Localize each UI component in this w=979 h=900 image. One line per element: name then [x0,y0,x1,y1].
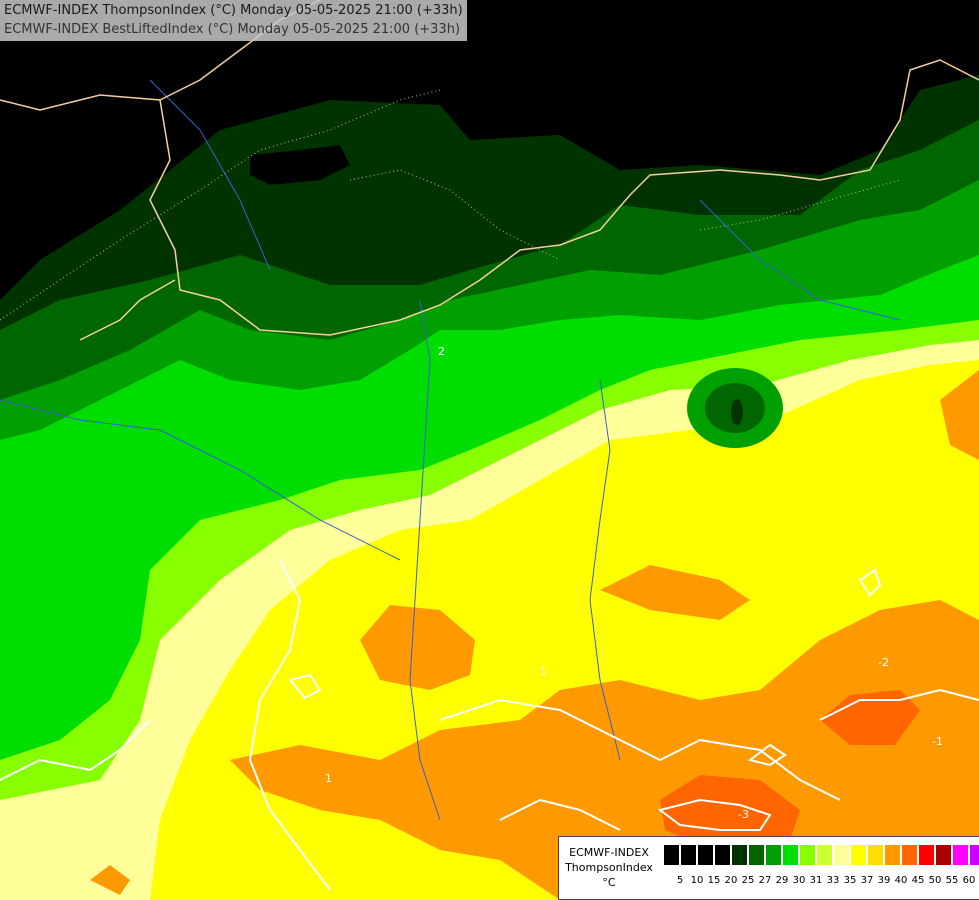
field-orange-east [940,370,979,460]
legend-tick-label: 35 [843,875,857,886]
field-orange-southwest [90,865,130,895]
field-orange-center [360,605,475,690]
legend-tick-label: 55 [945,875,959,886]
legend-color-cell [697,844,714,866]
legend-color-cell [884,844,901,866]
legend-tick-label: 5 [676,875,684,886]
legend-color-cell [952,844,969,866]
legend-tick-label: 31 [809,875,823,886]
field-green-low-core [731,399,743,425]
legend-color-cell [799,844,816,866]
contour-label: -3 [738,808,749,821]
legend-tick-label: 45 [911,875,925,886]
field-black-patch [250,145,350,185]
legend-color-cell [901,844,918,866]
lifted-index-contours [0,559,979,891]
legend-tick-label: 27 [758,875,772,886]
legend-tick-label: 50 [928,875,942,886]
legend-color-cell [765,844,782,866]
legend-tick-label: 25 [741,875,755,886]
legend-color-cell [731,844,748,866]
contour-labels: 2 1 -1 -2 -3 1 [325,345,943,821]
legend-tick-label: 40 [894,875,908,886]
map-title: ECMWF-INDEX ThompsonIndex (°C) Monday 05… [0,0,467,41]
legend-tick-label: 37 [860,875,874,886]
legend-color-cell [918,844,935,866]
legend-label: ECMWF-INDEX ThompsonIndex °C [559,845,659,890]
legend-color-cell [850,844,867,866]
contour-label: 1 [325,772,332,785]
legend-color-cell [714,844,731,866]
legend-tick-label: 30 [792,875,806,886]
legend-color-cell [969,844,979,866]
legend-model: ECMWF-INDEX [569,846,649,859]
contour-label: 2 [438,345,445,358]
legend-color-cell [748,844,765,866]
title-best-lifted-index: ECMWF-INDEX BestLiftedIndex (°C) Monday … [4,22,461,37]
dotted-contours [0,89,901,321]
legend-tick-label: 33 [826,875,840,886]
legend-tick-label: 60 [962,875,976,886]
contour-label: -2 [878,656,889,669]
legend-variable: ThompsonIndex [565,861,653,874]
legend-tick-label: 29 [775,875,789,886]
legend-unit: °C [602,876,616,889]
legend-color-cell [833,844,850,866]
legend-color-cell [816,844,833,866]
legend-color-cell [680,844,697,866]
legend-color-cell [867,844,884,866]
color-legend: ECMWF-INDEX ThompsonIndex °C 5 10 15 20 25 27… [558,836,979,900]
field-orange-east-ridge [600,565,750,620]
legend-color-scale [663,844,979,866]
legend-color-cell [935,844,952,866]
title-thompson-index: ECMWF-INDEX ThompsonIndex (°C) Monday 05… [4,3,463,18]
legend-tick-label: 15 [707,875,721,886]
rivers [0,79,901,821]
contour-label: -1 [932,735,943,748]
contour-label: 1 [540,665,547,678]
legend-color-cell [663,844,680,866]
legend-color-cell [782,844,799,866]
legend-tick-label: 10 [690,875,704,886]
legend-tick-label: 39 [877,875,891,886]
field-dark-orange-east [820,690,920,745]
legend-tick-label: 20 [724,875,738,886]
